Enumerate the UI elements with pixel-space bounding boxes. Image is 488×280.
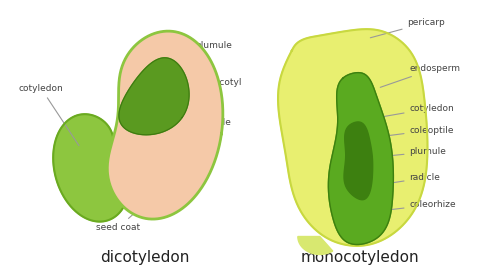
Polygon shape: [107, 31, 223, 219]
Text: endosperm: endosperm: [380, 64, 461, 87]
Text: plumule: plumule: [161, 41, 232, 67]
Polygon shape: [53, 114, 127, 222]
Text: radicle: radicle: [183, 118, 231, 139]
Text: hypocotyl: hypocotyl: [165, 78, 242, 104]
Polygon shape: [278, 29, 427, 246]
Text: cotyledon: cotyledon: [377, 104, 454, 118]
Text: radicle: radicle: [363, 173, 440, 187]
Polygon shape: [119, 58, 189, 135]
Text: pericarp: pericarp: [370, 18, 445, 38]
Text: cotyledon: cotyledon: [19, 84, 79, 146]
Text: monocotyledon: monocotyledon: [300, 250, 419, 265]
Text: coleorhize: coleorhize: [350, 200, 456, 214]
Text: coleoptile: coleoptile: [372, 125, 454, 138]
Polygon shape: [298, 237, 333, 255]
Polygon shape: [328, 73, 393, 244]
Text: seed coat: seed coat: [96, 211, 141, 232]
Polygon shape: [344, 122, 373, 200]
Text: dicotyledon: dicotyledon: [101, 250, 190, 265]
Text: plumule: plumule: [370, 148, 447, 158]
